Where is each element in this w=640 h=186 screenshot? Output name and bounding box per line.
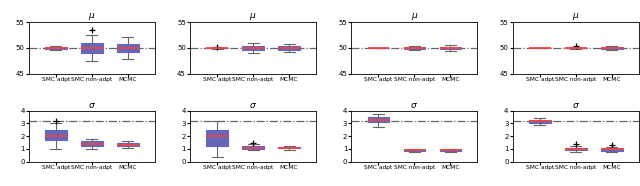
Title: $\mu$: $\mu$ (572, 11, 579, 22)
Title: $\sigma$: $\sigma$ (572, 101, 580, 110)
Text: $\epsilon = 1$: $\epsilon = 1$ (77, 0, 106, 1)
Title: $\sigma$: $\sigma$ (249, 101, 257, 110)
Title: $\sigma$: $\sigma$ (410, 101, 419, 110)
PathPatch shape (529, 120, 550, 123)
PathPatch shape (404, 149, 425, 150)
PathPatch shape (367, 117, 389, 122)
Text: $\epsilon = 5$: $\epsilon = 5$ (400, 0, 429, 1)
PathPatch shape (440, 47, 461, 49)
PathPatch shape (117, 44, 139, 52)
PathPatch shape (243, 146, 264, 149)
Title: $\mu$: $\mu$ (88, 11, 95, 22)
PathPatch shape (404, 47, 425, 49)
PathPatch shape (45, 130, 67, 140)
PathPatch shape (601, 148, 623, 150)
Text: $\epsilon = 2$: $\epsilon = 2$ (239, 0, 268, 1)
PathPatch shape (278, 46, 300, 49)
PathPatch shape (601, 47, 623, 49)
Title: $\sigma$: $\sigma$ (88, 101, 96, 110)
PathPatch shape (243, 46, 264, 50)
PathPatch shape (565, 148, 586, 150)
PathPatch shape (440, 149, 461, 150)
Text: $\epsilon = 10$: $\epsilon = 10$ (557, 0, 594, 1)
Title: $\mu$: $\mu$ (250, 11, 257, 22)
PathPatch shape (45, 47, 67, 49)
PathPatch shape (278, 147, 300, 148)
Title: $\mu$: $\mu$ (411, 11, 418, 22)
PathPatch shape (81, 43, 102, 53)
PathPatch shape (81, 141, 102, 146)
PathPatch shape (117, 143, 139, 146)
PathPatch shape (206, 130, 228, 146)
